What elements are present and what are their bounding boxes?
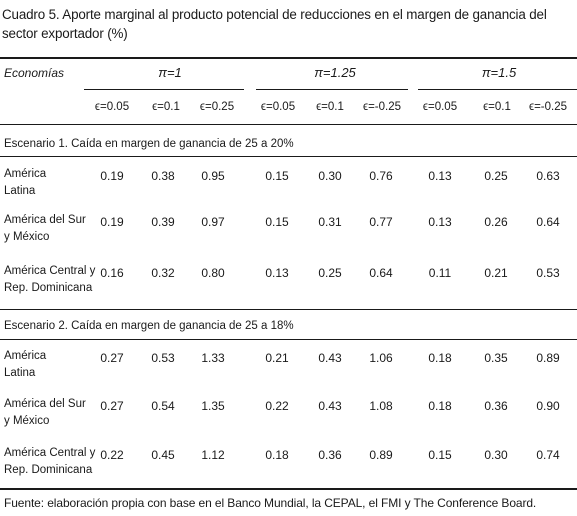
scenario-2-top-rule (0, 309, 577, 310)
scenario-2-rule (0, 339, 577, 340)
table-cell: 1.33 (201, 351, 225, 365)
table-cell: 0.76 (369, 169, 393, 183)
table-cell: 0.30 (318, 169, 342, 183)
table-cell: 0.25 (318, 266, 342, 280)
table-cell: 0.53 (151, 351, 175, 365)
bottom-rule (0, 488, 577, 490)
table-cell: 0.15 (265, 215, 289, 229)
row-name-line1: América Central y (4, 447, 96, 459)
table-cell: 1.08 (369, 399, 393, 413)
header-eps-9: ϵ=-0.25 (528, 101, 567, 113)
table-cell: 0.27 (100, 351, 124, 365)
table-cell: 0.21 (484, 266, 508, 280)
table-cell: 0.39 (151, 215, 175, 229)
table-cell: 0.15 (428, 448, 452, 462)
table-cell: 0.77 (369, 215, 393, 229)
table-cell: 0.89 (536, 351, 560, 365)
table-cell: 0.16 (100, 266, 124, 280)
row-name-line1: América del Sur (4, 214, 86, 226)
row-name-line2: y México (4, 415, 50, 427)
row-name-line2: Rep. Dominicana (4, 464, 93, 476)
table-cell: 1.06 (369, 351, 393, 365)
row-name-line1: América Central y (4, 265, 96, 277)
table-cell: 0.31 (318, 215, 342, 229)
table-cell: 0.53 (536, 266, 560, 280)
table-cell: 0.15 (265, 169, 289, 183)
scenario-1-label: Escenario 1. Caída en margen de ganancia… (4, 138, 294, 150)
table-cell: 0.36 (318, 448, 342, 462)
table-cell: 0.36 (484, 399, 508, 413)
table-cell: 0.11 (428, 266, 452, 280)
row-name-line1: América (4, 168, 47, 180)
header-eps-1: ϵ=0.05 (94, 101, 130, 113)
group-rule-2 (256, 89, 408, 90)
header-eps-7: ϵ=0.05 (422, 101, 458, 113)
table-cell: 0.43 (318, 399, 342, 413)
table-cell: 0.22 (265, 399, 289, 413)
header-group-pi-1: π=1 (158, 65, 182, 80)
table-cell: 0.18 (428, 351, 452, 365)
row-name-line2: y México (4, 231, 50, 243)
header-eps-8: ϵ=0.1 (483, 101, 511, 113)
table-cell: 0.89 (369, 448, 393, 462)
group-rule-1 (84, 89, 244, 90)
table-cell: 0.13 (428, 169, 452, 183)
table-cell: 0.18 (265, 448, 289, 462)
table-row-label: América Latina (4, 166, 114, 200)
table-cell: 0.26 (484, 215, 508, 229)
header-economias: Economías (4, 66, 65, 80)
footnote: Fuente: elaboración propia con base en e… (4, 496, 537, 510)
header-group-pi-1-25: π=1.25 (314, 65, 356, 80)
group-rule-3 (418, 89, 577, 90)
table-cell: 0.54 (151, 399, 175, 413)
header-eps-5: ϵ=0.1 (316, 101, 344, 113)
table-row-label: América del Sur y México (4, 396, 114, 430)
table-row-label: América del Sur y México (4, 212, 114, 246)
scenario-1-rule (0, 156, 577, 157)
table-cell: 0.13 (428, 215, 452, 229)
table-cell: 0.64 (536, 215, 560, 229)
table-cell: 0.13 (265, 266, 289, 280)
table-cell: 0.25 (484, 169, 508, 183)
table-cell: 0.19 (100, 215, 124, 229)
header-eps-4: ϵ=0.05 (260, 101, 296, 113)
table-cell: 0.27 (100, 399, 124, 413)
table-row-label: América Central y Rep. Dominicana (4, 445, 114, 479)
table-cell: 0.22 (100, 448, 124, 462)
row-name-line2: Rep. Dominicana (4, 282, 93, 294)
table-row-label: América Latina (4, 348, 114, 382)
header-group-pi-1-5: π=1.5 (481, 65, 517, 80)
table-cell: 0.80 (201, 266, 225, 280)
table-cell: 0.21 (265, 351, 289, 365)
row-name-line2: Latina (4, 185, 36, 197)
table-cell: 0.97 (201, 215, 225, 229)
top-rule (0, 57, 577, 59)
table-cell: 0.43 (318, 351, 342, 365)
table-row-label: América Central y Rep. Dominicana (4, 263, 114, 297)
header-eps-2: ϵ=0.1 (152, 101, 180, 113)
table-cell: 0.30 (484, 448, 508, 462)
row-name-line2: Latina (4, 367, 36, 379)
table-cell: 0.95 (201, 169, 225, 183)
header-eps-3: ϵ=0.25 (199, 101, 235, 113)
table-cell: 0.19 (100, 169, 124, 183)
header-eps-6: ϵ=-0.25 (362, 101, 401, 113)
table-cell: 0.35 (484, 351, 508, 365)
row-name-line1: América (4, 350, 47, 362)
row-name-line1: América del Sur (4, 398, 86, 410)
table-cell: 0.32 (151, 266, 175, 280)
table-cell: 0.64 (369, 266, 393, 280)
header-bottom-rule (0, 124, 577, 125)
table-title: Cuadro 5. Aporte marginal al producto po… (2, 7, 547, 41)
table-cell: 0.45 (151, 448, 175, 462)
table-cell: 1.12 (201, 448, 225, 462)
table-cell: 0.74 (536, 448, 560, 462)
table-cell: 0.90 (536, 399, 560, 413)
table-cell: 0.63 (536, 169, 560, 183)
table-cell: 1.35 (201, 399, 225, 413)
scenario-2-label: Escenario 2. Caída en margen de ganancia… (4, 320, 294, 332)
table-cell: 0.18 (428, 399, 452, 413)
table-cell: 0.38 (151, 169, 175, 183)
